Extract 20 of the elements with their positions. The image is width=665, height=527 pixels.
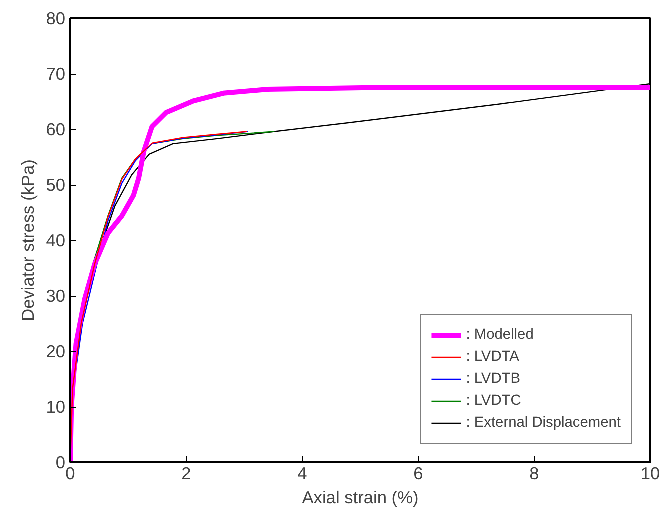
y-tick-label: 10 bbox=[46, 397, 66, 417]
x-tick-label: 10 bbox=[640, 464, 660, 484]
y-tick-label: 70 bbox=[46, 64, 66, 84]
y-tick-label: 50 bbox=[46, 175, 66, 195]
x-tick-label: 6 bbox=[414, 464, 424, 484]
legend-label: : External Displacement bbox=[466, 415, 621, 431]
y-tick-label: 20 bbox=[46, 342, 66, 362]
legend-label: : LVDTC bbox=[466, 393, 522, 409]
y-tick-label: 30 bbox=[46, 286, 66, 306]
y-tick-label: 60 bbox=[46, 120, 66, 140]
legend-label: : LVDTA bbox=[466, 349, 520, 365]
y-tick-label: 40 bbox=[46, 230, 66, 250]
x-tick-label: 8 bbox=[530, 464, 540, 484]
x-axis-title: Axial strain (%) bbox=[302, 488, 419, 508]
legend-label: : LVDTB bbox=[466, 371, 521, 387]
y-axis-title: Deviator stress (kPa) bbox=[18, 160, 38, 322]
x-tick-label: 2 bbox=[182, 464, 192, 484]
legend-label: : Modelled bbox=[466, 327, 534, 343]
y-tick-label: 80 bbox=[46, 8, 66, 28]
x-tick-label: 4 bbox=[298, 464, 308, 484]
